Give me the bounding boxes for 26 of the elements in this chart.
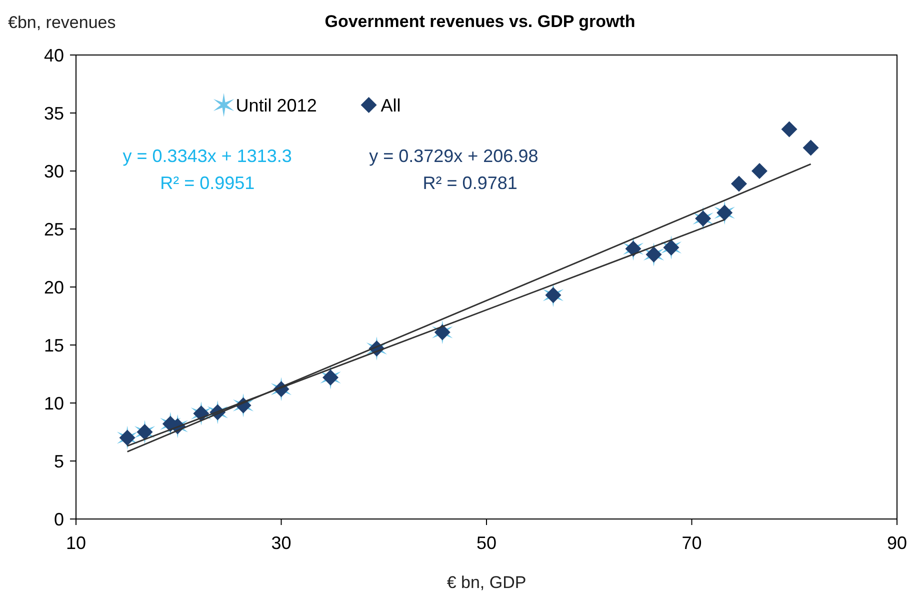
chart-title: Government revenues vs. GDP growth <box>324 12 636 31</box>
point <box>781 121 798 138</box>
y-tick-label: 15 <box>44 335 64 356</box>
point <box>802 140 819 156</box>
y-tick-label: 30 <box>44 161 64 182</box>
annotation: R² = 0.9781 <box>422 173 518 193</box>
y-axis-title: €bn, revenues <box>8 13 116 32</box>
y-tick-label: 0 <box>54 509 64 530</box>
y-tick-label: 35 <box>44 103 64 124</box>
y-tick-label: 5 <box>54 451 64 472</box>
x-tick-label: 90 <box>886 533 908 553</box>
x-axis-title: € bn, GDP <box>446 573 526 592</box>
legend-label: Until 2012 <box>236 95 317 116</box>
y-tick-label: 40 <box>44 45 64 66</box>
y-tick-label: 20 <box>44 277 64 298</box>
x-tick-label: 50 <box>476 533 497 553</box>
point <box>730 176 747 192</box>
x-tick-label: 70 <box>682 533 702 553</box>
y-tick-label: 25 <box>44 219 64 240</box>
annotation: y = 0.3343x + 1313.3 <box>122 146 292 166</box>
y-tick-label: 10 <box>44 393 64 414</box>
legend-label: All <box>380 95 401 116</box>
annotation: R² = 0.9951 <box>160 173 255 193</box>
point <box>751 163 768 179</box>
annotation: y = 0.3729x + 206.98 <box>369 146 538 166</box>
x-tick-label: 30 <box>271 533 292 553</box>
